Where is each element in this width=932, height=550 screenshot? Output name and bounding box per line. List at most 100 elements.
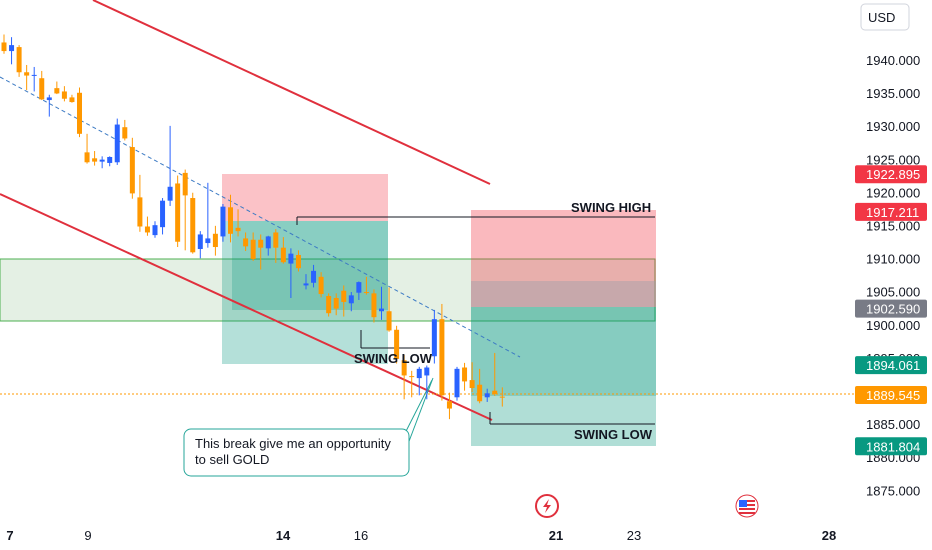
price-tag-background: [855, 356, 927, 375]
candle-body: [205, 238, 211, 244]
candle: [114, 118, 120, 165]
candle: [24, 64, 30, 91]
price-tag: 1917.211: [855, 202, 927, 221]
candle: [288, 248, 294, 298]
candle: [424, 365, 430, 400]
price-axis-background: [855, 0, 932, 550]
candle-body: [363, 292, 369, 294]
candle-body: [167, 186, 173, 201]
candle: [409, 370, 415, 398]
candle-body: [454, 368, 460, 398]
candle: [77, 87, 82, 138]
candle-body: [197, 234, 203, 250]
price-tick-label: 1920.000: [866, 185, 920, 200]
candle: [182, 169, 188, 251]
candle-body: [39, 78, 45, 100]
candle: [311, 264, 317, 288]
candle: [303, 274, 309, 290]
candle-body: [235, 227, 241, 232]
candle-body: [379, 308, 384, 312]
candle-body: [46, 97, 52, 101]
time-tick-label: 16: [354, 528, 368, 543]
candle: [175, 175, 181, 248]
candle-body: [61, 91, 67, 99]
second-short-target-zone[interactable]: [471, 307, 656, 446]
candle: [371, 289, 377, 323]
candle: [84, 133, 90, 164]
candle: [280, 237, 286, 264]
price-tick-label: 1885.000: [866, 417, 920, 432]
candle: [122, 119, 128, 141]
dashed-trendline[interactable]: [0, 76, 521, 358]
zones-layer: [0, 174, 656, 446]
candle: [205, 182, 211, 248]
candle-body: [220, 206, 226, 237]
candle: [212, 225, 218, 256]
candle: [401, 354, 407, 400]
price-tag-background: [855, 437, 927, 456]
candle: [39, 70, 45, 101]
us-flag-icon[interactable]: [735, 494, 759, 518]
price-axis[interactable]: USD 1940.000 1935.000 1930.000 1925.000 1920…: [855, 0, 932, 550]
price-tag-background: [855, 386, 927, 405]
candle: [167, 125, 173, 206]
candle: [61, 86, 67, 102]
candle-body: [311, 270, 317, 283]
candle-body: [469, 380, 475, 389]
channel-upper-line[interactable]: [92, 0, 491, 185]
price-tick-label: 1935.000: [866, 86, 920, 101]
candle-body: [477, 384, 483, 402]
candle-body: [24, 72, 30, 76]
grey-position-box: [471, 281, 656, 307]
candle: [160, 198, 166, 235]
candle-body: [77, 92, 82, 134]
currency-button[interactable]: [860, 3, 910, 31]
candle-body: [499, 396, 505, 398]
candle-body: [318, 276, 324, 295]
second-short-stop-zone[interactable]: [471, 210, 656, 307]
channel-lower-line[interactable]: [0, 193, 493, 421]
candle-body: [99, 159, 105, 162]
candle: [341, 285, 347, 317]
price-tag-label: 1881.804: [866, 439, 920, 454]
candle: [16, 45, 22, 77]
candle: [379, 286, 384, 320]
price-tick-label: 1905.000: [866, 285, 920, 300]
callout-box[interactable]: This break give me an opportunity to sel…: [183, 428, 410, 477]
candle: [492, 352, 498, 396]
candle-body: [9, 45, 15, 52]
time-tick-label: 9: [84, 528, 91, 543]
currency-label: USD: [868, 10, 895, 25]
candle-body: [326, 296, 332, 314]
candle: [107, 156, 113, 167]
candles-layer: [1, 34, 505, 420]
time-tick-label: 21: [549, 528, 563, 543]
candle-body: [462, 367, 468, 382]
candle: [152, 221, 158, 238]
price-tag-label: 1917.211: [866, 205, 919, 220]
candle: [462, 362, 468, 391]
lightning-icon[interactable]: [535, 494, 559, 518]
candle: [416, 366, 422, 396]
candle-body: [84, 152, 90, 163]
candle-body: [348, 295, 354, 304]
candle: [265, 235, 271, 256]
price-tick-label: 1910.000: [866, 252, 920, 267]
price-tag: 1894.061: [855, 356, 927, 375]
candle: [454, 366, 460, 401]
swing-low-label-2: SWING LOW: [574, 427, 653, 442]
candle: [69, 94, 75, 103]
price-tag-background: [855, 299, 927, 318]
candle: [363, 276, 369, 295]
swing-high-label: SWING HIGH: [571, 200, 651, 215]
time-axis[interactable]: 7 9 14 16 21 23 28: [6, 528, 836, 543]
candle: [431, 309, 437, 364]
first-short-stop-zone[interactable]: [222, 174, 388, 221]
price-tag-background: [855, 165, 927, 184]
candle: [326, 293, 332, 317]
candle: [31, 66, 37, 92]
candle-body: [394, 329, 400, 359]
candle: [99, 156, 105, 169]
candle-body: [182, 172, 188, 196]
